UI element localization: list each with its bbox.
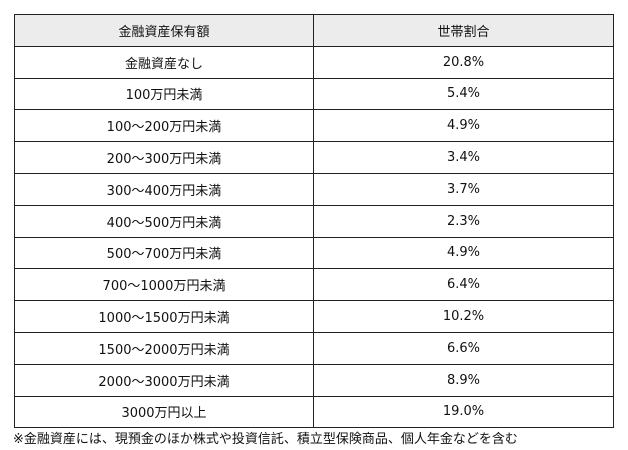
header-row: 金融資産保有額 世帯割合: [14, 14, 614, 47]
financial-assets-table: 金融資産保有額 世帯割合 金融資産なし 20.8% 100万円未満 5.4% 100～2…: [14, 14, 614, 429]
household-share-cell: 20.8%: [313, 45, 614, 79]
household-share-cell: 5.4%: [313, 77, 614, 111]
household-share-cell: 4.9%: [313, 236, 614, 270]
table-row: 100万円未満 5.4%: [14, 77, 614, 111]
asset-amount-cell: 400～500万円未満: [14, 204, 314, 238]
asset-amount-cell: 金融資産なし: [14, 45, 314, 79]
table-row: 2000～3000万円未満 8.9%: [14, 363, 614, 397]
asset-amount-cell: 300～400万円未満: [14, 172, 314, 206]
asset-amount-cell: 1000～1500万円未満: [14, 300, 314, 333]
household-share-cell: 6.6%: [313, 331, 614, 365]
table-row: 金融資産なし 20.8%: [14, 45, 614, 79]
household-share-cell: 6.4%: [313, 268, 614, 302]
table-row: 700～1000万円未満 6.4%: [14, 268, 614, 302]
household-share-cell: 4.9%: [313, 109, 614, 143]
table-row: 1500～2000万円未満 6.6%: [14, 331, 614, 365]
household-share-cell: 8.9%: [313, 363, 614, 397]
table-row: 500～700万円未満 4.9%: [14, 236, 614, 270]
asset-amount-cell: 200～300万円未満: [14, 141, 314, 174]
header-household-share: 世帯割合: [313, 14, 614, 47]
table-row: 300～400万円未満 3.7%: [14, 172, 614, 206]
asset-amount-cell: 500～700万円未満: [14, 236, 314, 270]
asset-amount-cell: 1500～2000万円未満: [14, 331, 314, 365]
asset-amount-cell: 3000万円以上: [14, 395, 314, 429]
household-share-cell: 3.4%: [313, 141, 614, 174]
household-share-cell: 19.0%: [313, 395, 614, 429]
asset-amount-cell: 2000～3000万円未満: [14, 363, 314, 397]
asset-amount-cell: 700～1000万円未満: [14, 268, 314, 302]
table-row: 200～300万円未満 3.4%: [14, 141, 614, 174]
table-row: 400～500万円未満 2.3%: [14, 204, 614, 238]
asset-amount-cell: 100万円未満: [14, 77, 314, 111]
footnote: ※金融資産には、現預金のほか株式や投資信託、積立型保険商品、個人年金などを含む: [13, 432, 518, 447]
household-share-cell: 10.2%: [313, 300, 614, 333]
household-share-cell: 2.3%: [313, 204, 614, 238]
header-asset-amount: 金融資産保有額: [14, 14, 314, 47]
table-row: 1000～1500万円未満 10.2%: [14, 300, 614, 333]
table-row: 100～200万円未満 4.9%: [14, 109, 614, 143]
household-share-cell: 3.7%: [313, 172, 614, 206]
table-row: 3000万円以上 19.0%: [14, 395, 614, 429]
asset-amount-cell: 100～200万円未満: [14, 109, 314, 143]
